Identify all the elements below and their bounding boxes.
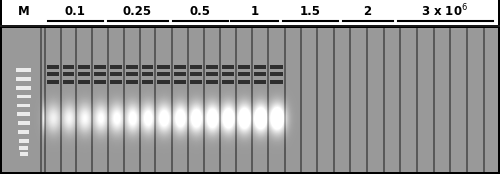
Text: 2: 2 <box>364 5 372 18</box>
Text: M: M <box>18 5 30 18</box>
Text: 0.1: 0.1 <box>64 5 86 18</box>
Text: 0.25: 0.25 <box>123 5 152 18</box>
Text: 1: 1 <box>250 5 258 18</box>
Text: 3 x 10$^6$: 3 x 10$^6$ <box>422 3 469 19</box>
Text: 1.5: 1.5 <box>300 5 320 18</box>
Text: 0.5: 0.5 <box>190 5 210 18</box>
